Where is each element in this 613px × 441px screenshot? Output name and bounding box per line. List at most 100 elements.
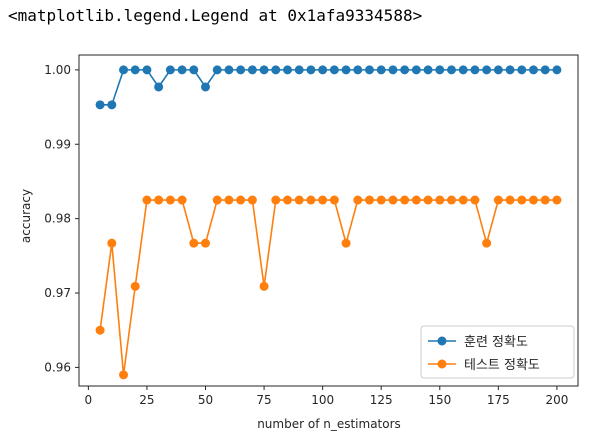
data-point-0-25 — [388, 65, 398, 75]
data-point-0-35 — [505, 65, 515, 75]
data-point-1-30 — [446, 195, 456, 205]
x-tick-label: 100 — [311, 393, 334, 407]
data-point-1-11 — [224, 195, 234, 205]
y-tick-label: 0.98 — [44, 212, 71, 226]
data-point-1-13 — [247, 195, 257, 205]
x-tick-label: 75 — [256, 393, 271, 407]
data-point-1-6 — [165, 195, 175, 205]
data-point-1-32 — [470, 195, 480, 205]
data-point-0-31 — [458, 65, 468, 75]
data-point-0-9 — [201, 82, 211, 92]
data-point-0-19 — [318, 65, 328, 75]
data-point-0-28 — [423, 65, 433, 75]
data-point-1-27 — [411, 195, 421, 205]
data-point-1-23 — [364, 195, 374, 205]
data-point-1-31 — [458, 195, 468, 205]
data-point-0-17 — [294, 65, 304, 75]
data-point-1-5 — [154, 195, 164, 205]
data-point-1-16 — [283, 195, 293, 205]
y-tick-label: 0.99 — [44, 137, 71, 151]
data-point-1-37 — [528, 195, 538, 205]
data-point-0-34 — [493, 65, 503, 75]
series-line-0 — [100, 69, 557, 106]
data-point-0-33 — [482, 65, 492, 75]
data-point-0-6 — [165, 65, 175, 75]
y-tick-label: 0.96 — [44, 360, 71, 374]
data-point-1-24 — [376, 195, 386, 205]
data-point-0-0 — [95, 100, 105, 110]
data-point-0-3 — [130, 65, 140, 75]
data-point-0-24 — [376, 65, 386, 75]
axes-frame — [78, 54, 579, 387]
x-axis-label: number of n_estimators — [257, 417, 401, 431]
data-point-0-16 — [283, 65, 293, 75]
data-point-1-36 — [517, 195, 527, 205]
x-tick-label: 50 — [198, 393, 213, 407]
data-point-0-29 — [435, 65, 445, 75]
data-point-0-20 — [329, 65, 339, 75]
data-point-1-18 — [306, 195, 316, 205]
data-point-0-4 — [142, 65, 152, 75]
data-point-0-23 — [364, 65, 374, 75]
data-point-1-15 — [271, 195, 281, 205]
data-point-0-7 — [177, 65, 187, 75]
data-point-1-14 — [259, 281, 269, 291]
data-point-1-12 — [236, 195, 246, 205]
data-point-0-8 — [189, 65, 199, 75]
data-point-0-32 — [470, 65, 480, 75]
data-point-0-27 — [411, 65, 421, 75]
data-point-1-7 — [177, 195, 187, 205]
data-point-0-10 — [212, 65, 222, 75]
data-point-1-4 — [142, 195, 152, 205]
data-point-1-9 — [201, 238, 211, 248]
y-tick-label: 1.00 — [44, 63, 71, 77]
data-point-1-33 — [482, 238, 492, 248]
data-point-0-37 — [528, 65, 538, 75]
data-point-1-3 — [130, 281, 140, 291]
data-point-1-21 — [341, 238, 351, 248]
axes: 0 25 50 75 100 125 150 175 200 0.96 0.97 0.98 0.99 1.… — [44, 54, 579, 407]
data-point-1-8 — [189, 238, 199, 248]
data-point-1-35 — [505, 195, 515, 205]
data-point-1-25 — [388, 195, 398, 205]
legend-marker-test — [437, 359, 447, 369]
series-line-1 — [99, 199, 557, 375]
data-point-1-17 — [294, 195, 304, 205]
x-tick-label: 25 — [139, 393, 154, 407]
legend-frame — [420, 325, 575, 379]
legend-label-train: 훈련 정확도 — [464, 335, 528, 350]
data-point-1-26 — [400, 195, 410, 205]
data-point-1-38 — [540, 195, 550, 205]
data-point-1-10 — [212, 195, 222, 205]
data-point-0-21 — [341, 65, 351, 75]
data-point-0-15 — [271, 65, 281, 75]
legend-marker-train — [437, 336, 447, 346]
data-point-1-20 — [329, 195, 339, 205]
plot-area — [95, 65, 562, 380]
data-point-0-26 — [400, 65, 410, 75]
data-point-0-13 — [247, 65, 257, 75]
data-point-1-34 — [493, 195, 503, 205]
data-point-0-2 — [119, 65, 129, 75]
data-point-0-22 — [353, 65, 363, 75]
data-point-0-39 — [552, 65, 562, 75]
x-tick-label: 125 — [370, 393, 393, 407]
data-point-1-28 — [423, 195, 433, 205]
data-point-1-22 — [353, 195, 363, 205]
data-point-0-30 — [446, 65, 456, 75]
data-point-1-39 — [552, 195, 562, 205]
data-point-0-11 — [224, 65, 234, 75]
x-tick-label: 200 — [545, 393, 568, 407]
data-point-0-38 — [540, 65, 550, 75]
data-point-1-1 — [107, 238, 117, 248]
data-point-0-36 — [517, 65, 527, 75]
data-point-0-1 — [107, 100, 117, 110]
data-point-1-19 — [318, 195, 328, 205]
cell-output-text: <matplotlib.legend.Legend at 0x1afa93345… — [8, 6, 423, 25]
data-point-0-14 — [259, 65, 269, 75]
data-point-0-18 — [306, 65, 316, 75]
legend-label-test: 테스트 정확도 — [464, 358, 540, 373]
legend: 훈련 정확도 테스트 정확도 — [420, 325, 575, 379]
y-tick-label: 0.97 — [44, 286, 71, 300]
